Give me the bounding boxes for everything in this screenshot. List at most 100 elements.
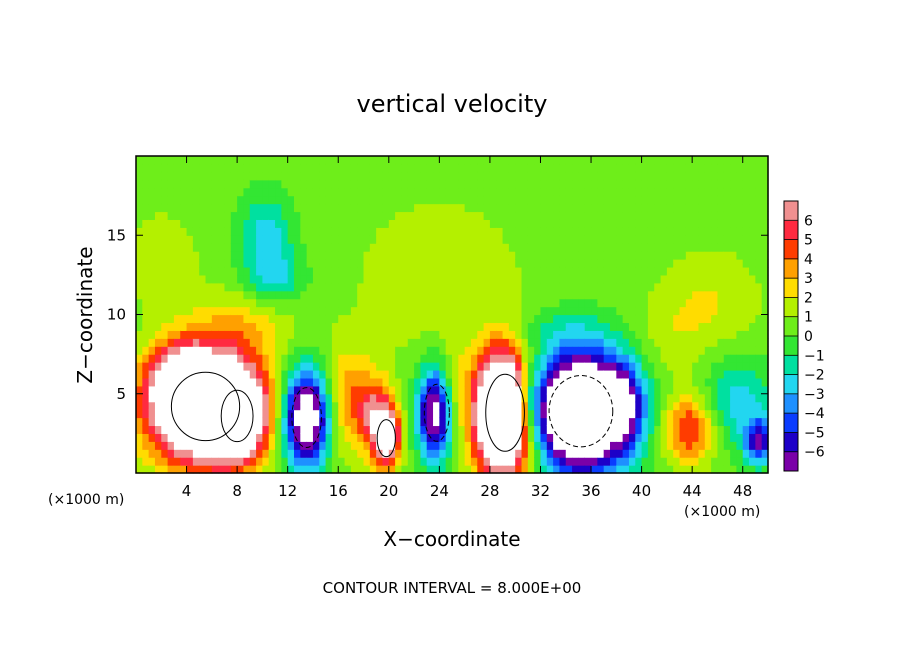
heatmap-cell: [534, 362, 542, 371]
heatmap-cell: [553, 441, 561, 450]
heatmap-cell: [199, 156, 207, 165]
heatmap-cell: [553, 401, 561, 411]
heatmap-cell: [508, 417, 516, 427]
heatmap-cell: [224, 449, 232, 458]
heatmap-cell: [306, 354, 314, 363]
heatmap-cell: [192, 330, 200, 339]
heatmap-cell: [698, 306, 706, 316]
heatmap-cell: [660, 425, 668, 434]
heatmap-cell: [211, 266, 219, 276]
heatmap-cell: [344, 409, 352, 419]
heatmap-cell: [553, 433, 561, 442]
heatmap-cell: [281, 274, 289, 284]
heatmap-cell: [452, 227, 459, 236]
heatmap-cell: [742, 179, 750, 189]
heatmap-cell: [173, 322, 181, 331]
heatmap-cell: [350, 393, 358, 403]
heatmap-cell: [294, 211, 301, 220]
heatmap-cell: [414, 179, 421, 189]
heatmap-cell: [717, 282, 725, 292]
heatmap-cell: [136, 179, 143, 189]
heatmap-cell: [515, 401, 523, 411]
heatmap-cell: [660, 211, 668, 220]
heatmap-cell: [243, 322, 251, 331]
heatmap-cell: [331, 369, 339, 379]
heatmap-cell: [470, 401, 478, 411]
heatmap-cell: [268, 163, 276, 173]
heatmap-cell: [527, 259, 535, 268]
heatmap-cell: [186, 156, 194, 165]
heatmap-cell: [597, 441, 605, 450]
heatmap-cell: [534, 377, 542, 387]
heatmap-cell: [470, 179, 478, 189]
heatmap-cell: [736, 259, 744, 268]
heatmap-cell: [610, 385, 617, 395]
heatmap-cell: [306, 203, 314, 213]
heatmap-cell: [685, 338, 693, 347]
heatmap-cell: [489, 354, 497, 363]
heatmap-cell: [452, 179, 459, 189]
heatmap-cell: [660, 195, 668, 205]
heatmap-cell: [275, 187, 282, 197]
heatmap-cell: [363, 251, 371, 260]
heatmap-cell: [142, 441, 150, 450]
heatmap-cell: [597, 251, 605, 260]
heatmap-cell: [433, 425, 440, 434]
heatmap-cell: [224, 259, 232, 268]
heatmap-cell: [350, 338, 358, 347]
heatmap-cell: [287, 457, 295, 466]
heatmap-cell: [660, 393, 668, 403]
heatmap-cell: [357, 465, 365, 474]
heatmap-cell: [148, 251, 156, 260]
heatmap-cell: [331, 282, 339, 292]
heatmap-cell: [616, 346, 624, 355]
colorbar-swatch: [784, 413, 798, 433]
heatmap-cell: [357, 274, 365, 284]
heatmap-cell: [395, 314, 403, 324]
heatmap-cell: [742, 243, 750, 252]
heatmap-cell: [199, 171, 207, 181]
heatmap-cell: [294, 251, 301, 260]
heatmap-cell: [256, 362, 263, 371]
heatmap-cell: [414, 322, 421, 331]
heatmap-cell: [521, 330, 529, 339]
heatmap-cell: [723, 219, 731, 228]
heatmap-cell: [281, 409, 289, 419]
heatmap-cell: [407, 346, 415, 355]
heatmap-cell: [281, 156, 289, 165]
heatmap-cell: [338, 290, 346, 300]
heatmap-cell: [723, 211, 731, 220]
heatmap-cell: [755, 441, 763, 450]
heatmap-cell: [603, 409, 611, 419]
heatmap-cell: [237, 187, 245, 197]
heatmap-cell: [698, 274, 706, 284]
heatmap-cell: [369, 354, 377, 363]
heatmap-cell: [268, 171, 276, 181]
heatmap-cell: [540, 401, 548, 411]
heatmap-cell: [376, 227, 384, 236]
heatmap-cell: [685, 330, 693, 339]
heatmap-cell: [224, 290, 232, 300]
heatmap-cell: [401, 171, 409, 181]
heatmap-cell: [489, 338, 497, 347]
heatmap-cell: [508, 227, 516, 236]
heatmap-cell: [603, 298, 611, 308]
heatmap-cell: [262, 266, 270, 276]
x-tick-label: 4: [182, 482, 192, 500]
heatmap-cell: [704, 211, 712, 220]
heatmap-cell: [679, 457, 687, 466]
heatmap-cell: [565, 354, 573, 363]
heatmap-cell: [521, 211, 529, 220]
heatmap-cell: [331, 433, 339, 442]
heatmap-cell: [647, 298, 655, 308]
heatmap-cell: [445, 314, 453, 324]
heatmap-cell: [186, 243, 194, 252]
heatmap-cell: [401, 465, 409, 474]
heatmap-cell: [344, 330, 352, 339]
heatmap-cell: [388, 409, 396, 419]
heatmap-cell: [319, 425, 327, 434]
heatmap-cell: [578, 465, 586, 474]
heatmap-cell: [382, 457, 390, 466]
heatmap-cell: [572, 369, 579, 379]
heatmap-cell: [173, 259, 181, 268]
